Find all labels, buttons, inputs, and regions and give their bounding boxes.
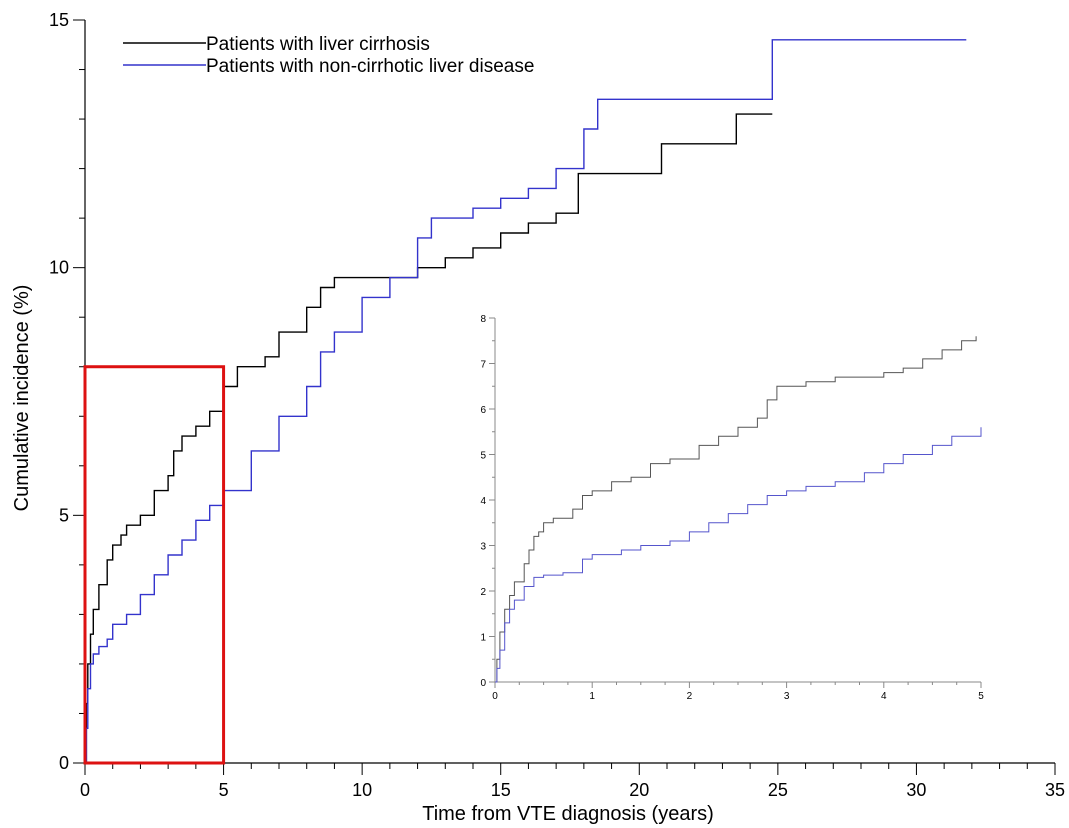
x-tick-label: 35 [1045, 780, 1065, 800]
x-tick-label: 5 [219, 780, 229, 800]
y-axis-title: Cumulative incidence (%) [11, 285, 33, 512]
inset-x-tick-label: 0 [492, 691, 498, 702]
x-tick-label: 25 [768, 780, 788, 800]
y-tick-label: 10 [49, 258, 69, 278]
inset-x-tick-label: 5 [978, 691, 984, 702]
highlight-box [83, 365, 226, 765]
inset-y-tick-label: 8 [480, 314, 486, 325]
inset-series [495, 336, 982, 683]
inset-y-tick-label: 2 [480, 587, 486, 598]
x-tick-label: 10 [352, 780, 372, 800]
y-tick-label: 0 [59, 753, 69, 773]
inset-x-tick-label: 3 [784, 691, 790, 702]
inset-y-tick-label: 4 [480, 496, 486, 507]
inset-ticks: 0 1 2 3 4 5 0 1 2 3 4 5 6 7 8 [480, 314, 984, 702]
inset-y-tick-label: 7 [480, 360, 486, 371]
legend: Patients with liver cirrhosis Patients w… [123, 34, 534, 77]
series-line-0 [85, 113, 773, 764]
inset-series-line-1 [495, 427, 982, 683]
inset-y-tick-label: 6 [480, 405, 486, 416]
x-tick-label: 15 [491, 780, 511, 800]
series-line-1 [85, 39, 967, 764]
inset-x-tick-label: 4 [881, 691, 887, 702]
x-tick-label: 0 [80, 780, 90, 800]
inset-x-tick-label: 1 [589, 691, 595, 702]
inset-y-tick-label: 5 [480, 451, 486, 462]
y-tick-label: 15 [49, 10, 69, 30]
legend-label-non-cirrhotic: Patients with non-cirrhotic liver diseas… [206, 56, 534, 77]
inset-y-tick-label: 0 [480, 678, 486, 689]
x-axis-title: Time from VTE diagnosis (years) [422, 803, 714, 825]
inset-series-line-0 [495, 336, 977, 683]
main-series [85, 39, 967, 764]
inset-y-tick-label: 1 [480, 633, 486, 644]
x-tick-label: 20 [629, 780, 649, 800]
inset-y-tick-label: 3 [480, 542, 486, 553]
legend-label-cirrhosis: Patients with liver cirrhosis [206, 34, 430, 55]
inset-plot: 0 1 2 3 4 5 0 1 2 3 4 5 6 7 8 [480, 314, 984, 702]
y-tick-label: 5 [59, 505, 69, 525]
inset-x-tick-label: 2 [687, 691, 693, 702]
x-tick-label: 30 [906, 780, 926, 800]
